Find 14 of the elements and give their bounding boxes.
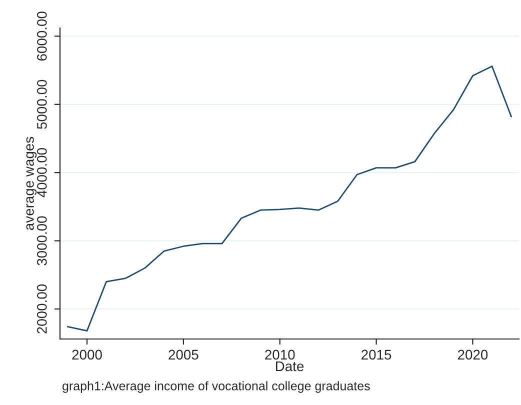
y-tick-label: 4000.00	[37, 148, 47, 198]
y-tick-label: 3000.00	[37, 216, 47, 266]
x-tick-label: 2005	[168, 350, 198, 360]
y-tick-label: 5000.00	[37, 80, 47, 129]
x-axis-title: Date	[276, 361, 304, 372]
x-tick-label: 2010	[265, 350, 295, 360]
caption: graph1:Average income of vocational college graduates	[62, 381, 370, 393]
x-tick-label: 2000	[72, 350, 102, 360]
x-tick-label: 2015	[362, 350, 392, 360]
x-tick-label: 2020	[458, 350, 488, 360]
y-axis-title: average wages	[26, 136, 37, 230]
y-tick-label: 2000.00	[37, 284, 47, 334]
line-series	[67, 66, 512, 332]
y-tick-label: 6000.00	[37, 12, 47, 61]
